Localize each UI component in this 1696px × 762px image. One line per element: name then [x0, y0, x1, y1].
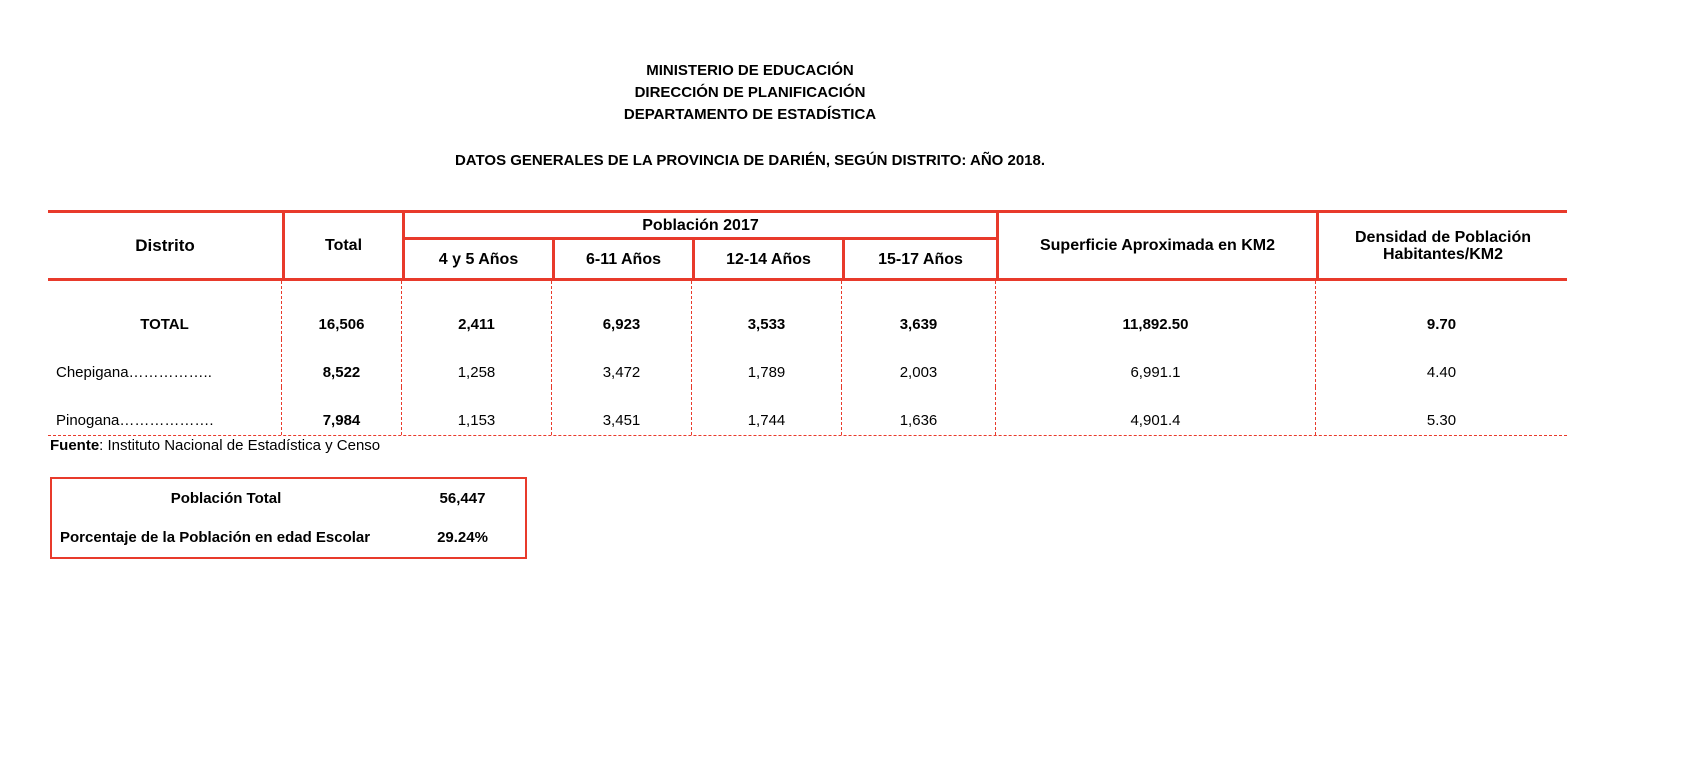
table-row-total-4-5: 2,411 [402, 281, 552, 339]
col-header-distrito: Distrito [135, 236, 195, 255]
table-body: TOTAL 16,506 2,411 6,923 3,533 3,639 11,… [48, 281, 1567, 436]
table-row-pinogana-4-5: 1,153 [402, 387, 552, 435]
table-row-pinogana-6-11: 3,451 [552, 387, 692, 435]
col-header-densidad: Densidad de Población Habitantes/KM2 [1316, 213, 1567, 278]
table-row-chepigana-6-11: 3,472 [552, 339, 692, 387]
letterhead: MINISTERIO DE EDUCACIÓN DIRECCIÓN DE PLA… [0, 60, 1500, 126]
summary-box: Población Total 56,447 Porcentaje de la … [50, 477, 527, 559]
report-title: DATOS GENERALES DE LA PROVINCIA DE DARIÉ… [454, 152, 1046, 169]
summary-label-porcentaje-escolar: Porcentaje de la Población en edad Escol… [60, 529, 371, 546]
summary-row-poblacion-total: Población Total 56,447 [52, 479, 525, 518]
table-row-chepigana-distrito: Chepigana…………….. [48, 339, 282, 387]
table-row-pinogana-distrito: Pinogana………………. [48, 387, 282, 435]
summary-value-poblacion-total: 56,447 [439, 490, 486, 507]
table-row-total-densidad: 9.70 [1426, 316, 1457, 333]
col-header-15-17-anos: 15-17 Años [842, 240, 996, 278]
table-row-total-12-14: 3,533 [692, 281, 842, 339]
table-row-pinogana-densidad: 5.30 [1426, 412, 1457, 429]
table-row-chepigana-4-5: 1,258 [402, 339, 552, 387]
col-header-densidad-line2: Habitantes/KM2 [1382, 245, 1504, 263]
letterhead-line-1: MINISTERIO DE EDUCACIÓN [646, 62, 854, 79]
statistics-table: Distrito Total Población 2017 4 y 5 Años… [48, 210, 1567, 436]
col-header-superficie: Superficie Aproximada en KM2 [996, 213, 1316, 278]
summary-row-porcentaje-escolar: Porcentaje de la Población en edad Escol… [52, 518, 525, 557]
table-row-total-distrito: TOTAL [48, 281, 282, 339]
table-row-chepigana-densidad: 4.40 [1426, 364, 1457, 381]
col-group-poblacion-2017: Población 2017 [402, 213, 996, 240]
table-row-total-15-17: 3,639 [842, 281, 996, 339]
letterhead-line-2: DIRECCIÓN DE PLANIFICACIÓN [634, 84, 866, 101]
summary-value-porcentaje-escolar: 29.24% [437, 529, 488, 546]
col-header-total: Total [282, 213, 402, 278]
col-header-4-5-anos: 4 y 5 Años [402, 240, 552, 278]
table-row-total-total: 16,506 [282, 281, 402, 339]
summary-label-poblacion-total: Población Total [170, 490, 282, 507]
table-row-chepigana-12-14: 1,789 [692, 339, 842, 387]
source-note-label: Fuente [50, 437, 100, 454]
table-row-pinogana-15-17: 1,636 [842, 387, 996, 435]
source-note-text: : Instituto Nacional de Estadística y Ce… [99, 437, 381, 454]
table-row-chepigana-superficie: 6,991.1 [996, 339, 1316, 387]
source-note: Fuente: Instituto Nacional de Estadístic… [50, 437, 380, 454]
col-header-densidad-line1: Densidad de Población [1354, 228, 1532, 246]
table-row-total-superficie: 11,892.50 [996, 281, 1316, 339]
table-row-chepigana-total: 8,522 [282, 339, 402, 387]
col-header-12-14-anos: 12-14 Años [692, 240, 842, 278]
table-row-chepigana-15-17: 2,003 [842, 339, 996, 387]
table-header: Distrito Total Población 2017 4 y 5 Años… [48, 210, 1567, 281]
table-row-pinogana-superficie: 4,901.4 [996, 387, 1316, 435]
table-row-total-6-11: 6,923 [552, 281, 692, 339]
table-row-pinogana-12-14: 1,744 [692, 387, 842, 435]
table-row-pinogana-total: 7,984 [282, 387, 402, 435]
col-header-6-11-anos: 6-11 Años [552, 240, 692, 278]
letterhead-line-3: DEPARTAMENTO DE ESTADÍSTICA [623, 106, 877, 123]
